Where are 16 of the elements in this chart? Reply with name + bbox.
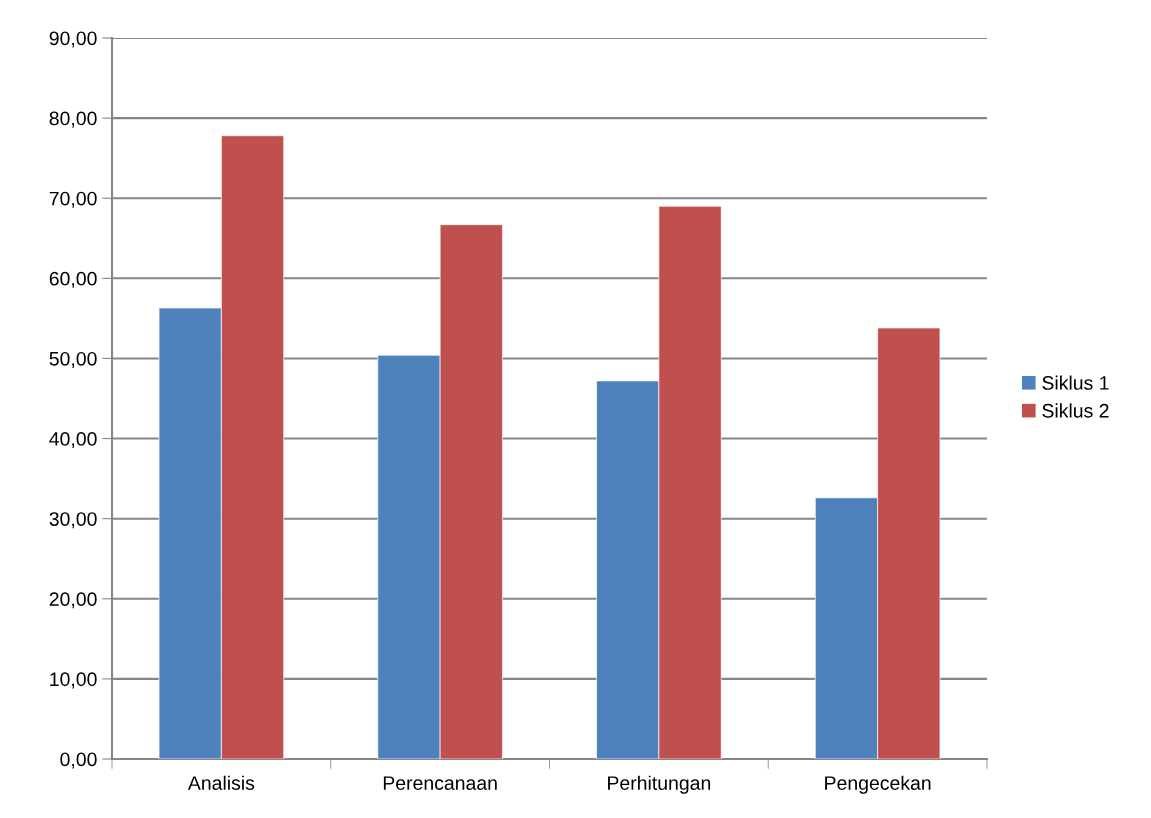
y-tick-label: 40,00 [49,432,97,449]
y-tick-label: 80,00 [49,111,97,128]
y-tick-label: 90,00 [49,31,97,48]
y-tick-label: 60,00 [49,271,97,288]
y-tick-label: 30,00 [49,512,97,529]
x-tick-label: Analisis [187,775,255,790]
x-tick-label: Perencanaan [383,776,497,790]
y-tick-label: 70,00 [49,191,97,208]
y-tick-label: 20,00 [49,592,97,609]
y-tick-label: 50,00 [49,351,97,368]
legend-label: Siklus 1 [1042,375,1109,390]
y-tick-label: 10,00 [50,672,97,689]
y-tick-label: 0,00 [60,752,97,769]
legend-label: Siklus 2 [1042,403,1109,418]
x-tick-label: Pengecekan [825,775,931,794]
x-tick-label: Perhitungan [608,775,711,794]
